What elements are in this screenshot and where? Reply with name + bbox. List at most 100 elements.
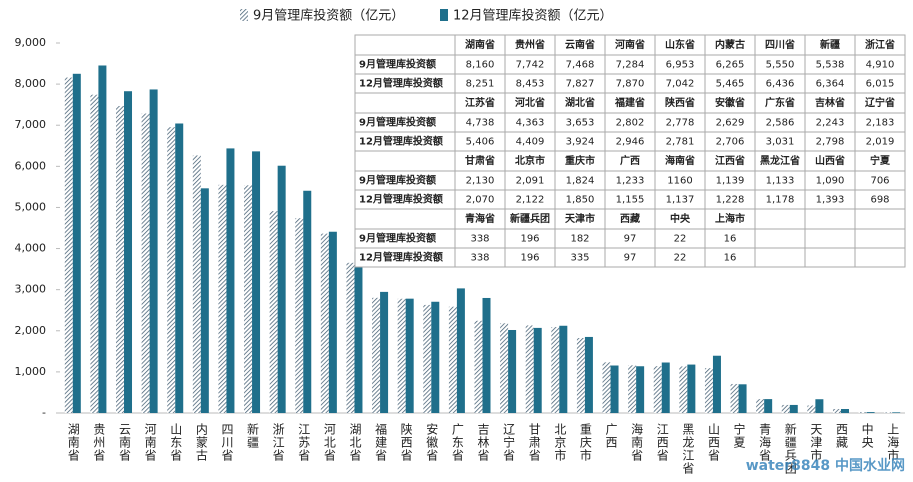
table-value: 7,284 <box>616 60 645 71</box>
bar <box>508 329 517 413</box>
bar <box>192 155 201 413</box>
table-value: 6,436 <box>766 79 795 90</box>
bar <box>584 336 593 413</box>
table-value: 2,778 <box>666 118 695 129</box>
bar <box>628 365 637 413</box>
bar <box>559 325 568 413</box>
bar <box>781 404 790 413</box>
table-value: 2,183 <box>866 118 895 129</box>
table-header: 内蒙古 <box>715 38 745 51</box>
bar <box>244 185 253 413</box>
x-tick-label: 海南省 <box>630 422 644 462</box>
legend-label: 9月管理库投资额（亿元） <box>253 8 404 24</box>
x-tick-label: 重庆市 <box>578 423 592 462</box>
bar <box>269 211 278 413</box>
table-header: 西藏 <box>620 212 640 225</box>
y-tick-label: - <box>42 406 46 419</box>
y-tick-label: 9,000 <box>15 36 47 49</box>
table-value: 1,155 <box>616 195 645 206</box>
x-tick-label: 江西省 <box>655 423 669 462</box>
bar <box>730 383 739 413</box>
bar <box>866 412 875 413</box>
y-tick-label: 1,000 <box>15 365 47 378</box>
table-row-label: 12月管理库投资额 <box>359 193 443 206</box>
table-header: 江苏省 <box>465 96 495 109</box>
y-tick-label: 4,000 <box>15 242 47 255</box>
bar <box>807 405 816 413</box>
x-tick-label: 甘肃省 <box>527 423 541 462</box>
table-header: 山西省 <box>815 154 845 167</box>
table-value: 1,233 <box>616 176 645 187</box>
table-value: 6,015 <box>866 79 895 90</box>
table-value: 196 <box>520 253 539 264</box>
table-value: 2,243 <box>816 118 845 129</box>
x-tick-label: 贵州省 <box>92 423 106 462</box>
y-tick-label: 8,000 <box>15 77 47 90</box>
x-tick-label: 山东省 <box>169 423 183 462</box>
table-value: 6,265 <box>716 60 745 71</box>
table-value: 196 <box>520 234 539 245</box>
bar <box>423 304 432 413</box>
bar <box>712 355 721 413</box>
table-header: 辽宁省 <box>865 96 895 109</box>
table-value: 97 <box>624 253 637 264</box>
x-tick-label: 四川省 <box>220 423 234 462</box>
bar <box>636 366 645 413</box>
table-value: 1,137 <box>666 195 695 206</box>
table-value: 1,824 <box>566 176 595 187</box>
bar <box>858 412 867 413</box>
legend-swatch <box>240 9 248 21</box>
x-tick-label: 北京市 <box>553 423 567 462</box>
table-row-label: 12月管理库投资额 <box>359 251 443 264</box>
table-value: 2,586 <box>766 118 795 129</box>
table-row-label: 9月管理库投资额 <box>359 58 436 71</box>
bar <box>431 301 440 413</box>
y-tick-label: 6,000 <box>15 159 47 172</box>
bar <box>687 364 696 413</box>
table-value: 22 <box>674 253 687 264</box>
bar <box>64 77 73 414</box>
table-header: 陕西省 <box>665 96 695 109</box>
bar <box>815 399 824 413</box>
y-tick-label: 3,000 <box>15 283 47 296</box>
table-value: 8,251 <box>466 79 495 90</box>
table-value: 1,850 <box>566 195 595 206</box>
table-value: 1,228 <box>716 195 745 206</box>
table-header: 新疆兵团 <box>510 212 550 225</box>
table-value: 7,468 <box>566 60 595 71</box>
table-value: 8,160 <box>466 60 495 71</box>
table-value: 7,042 <box>666 79 695 90</box>
table-value: 7,742 <box>516 60 545 71</box>
bar <box>738 384 747 413</box>
table-header: 天津市 <box>565 212 595 225</box>
bar <box>372 297 381 413</box>
table-value: 338 <box>470 253 489 264</box>
bar <box>884 412 893 413</box>
x-tick-label: 河北省 <box>322 423 336 462</box>
table-value: 16 <box>724 234 737 245</box>
x-tick-label: 河南省 <box>143 423 157 462</box>
table-header: 山东省 <box>665 38 695 51</box>
table-value: 2,781 <box>666 137 695 148</box>
x-tick-label: 吉林省 <box>476 423 490 462</box>
x-tick-label: 福建省 <box>374 422 388 462</box>
table-value: 4,409 <box>516 137 545 148</box>
bar <box>405 298 414 413</box>
bar <box>303 190 312 413</box>
table-value: 2,802 <box>616 118 645 129</box>
bar <box>448 306 457 413</box>
table-value: 5,550 <box>766 60 795 71</box>
y-tick-label: 5,000 <box>15 200 47 213</box>
table-row-label: 9月管理库投资额 <box>359 116 436 129</box>
table-value: 335 <box>570 253 589 264</box>
x-tick-label: 浙江省 <box>271 423 285 462</box>
legend-swatch <box>440 9 448 21</box>
table-value: 2,629 <box>716 118 745 129</box>
table-value: 16 <box>724 253 737 264</box>
bar <box>832 409 841 413</box>
table-value: 1,393 <box>816 195 845 206</box>
table-value: 3,031 <box>766 137 795 148</box>
table-value: 2,798 <box>816 137 845 148</box>
bar <box>226 148 235 414</box>
